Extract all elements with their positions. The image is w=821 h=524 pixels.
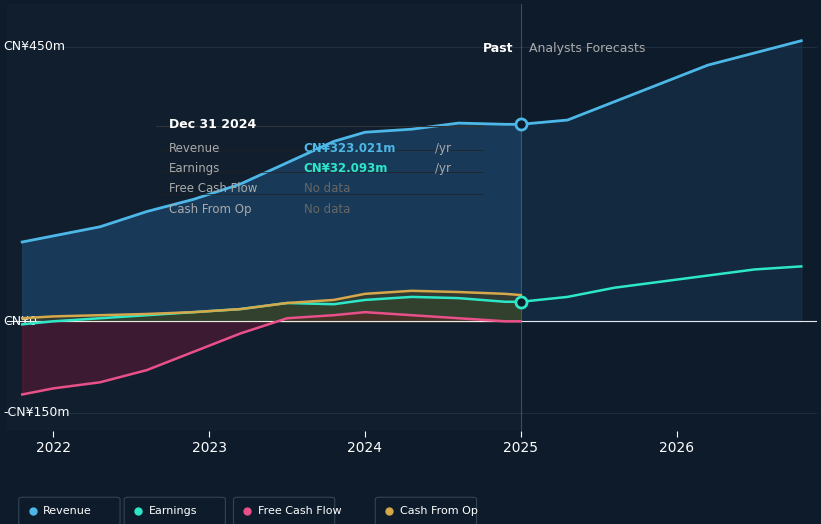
FancyBboxPatch shape: [375, 497, 476, 524]
Text: /yr: /yr: [435, 162, 451, 175]
Text: Cash From Op: Cash From Op: [169, 203, 251, 216]
Text: -CN¥150m: -CN¥150m: [3, 406, 70, 419]
Text: Revenue: Revenue: [43, 506, 92, 516]
Text: Earnings: Earnings: [169, 162, 221, 175]
FancyBboxPatch shape: [233, 497, 335, 524]
Bar: [521, 4, 817, 431]
Text: Past: Past: [483, 42, 513, 55]
Text: Cash From Op: Cash From Op: [400, 506, 478, 516]
Text: Earnings: Earnings: [149, 506, 197, 516]
Text: Revenue: Revenue: [169, 142, 221, 155]
FancyBboxPatch shape: [124, 497, 226, 524]
Text: Free Cash Flow: Free Cash Flow: [169, 181, 258, 194]
Text: CN¥450m: CN¥450m: [3, 40, 66, 53]
Text: /yr: /yr: [435, 142, 451, 155]
Text: No data: No data: [304, 181, 350, 194]
Bar: [7, 4, 521, 431]
Text: CN¥323.021m: CN¥323.021m: [304, 142, 397, 155]
Text: CN¥32.093m: CN¥32.093m: [304, 162, 388, 175]
Text: No data: No data: [304, 203, 350, 216]
Text: Analysts Forecasts: Analysts Forecasts: [529, 42, 645, 55]
Text: Dec 31 2024: Dec 31 2024: [169, 118, 256, 130]
Text: CN¥0: CN¥0: [3, 315, 38, 328]
FancyBboxPatch shape: [19, 497, 120, 524]
Text: Free Cash Flow: Free Cash Flow: [258, 506, 342, 516]
